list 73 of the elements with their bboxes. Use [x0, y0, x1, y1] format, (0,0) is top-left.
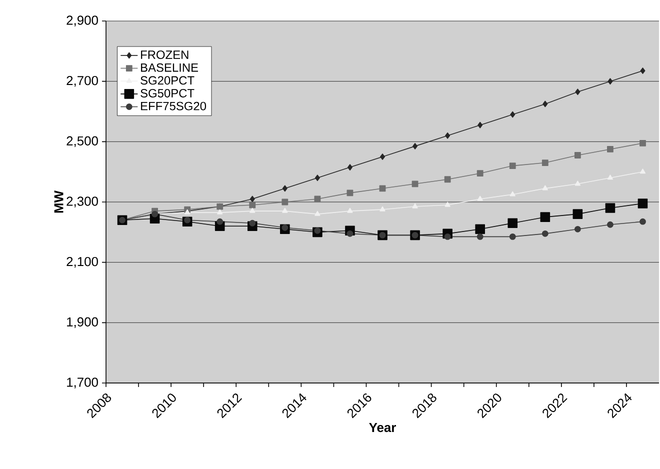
point — [509, 162, 516, 169]
point — [508, 218, 518, 228]
point — [572, 209, 583, 219]
point — [314, 210, 320, 216]
x-axis-title: Year — [369, 423, 396, 432]
point — [380, 206, 386, 212]
point — [249, 220, 256, 226]
point — [608, 78, 613, 85]
point — [640, 218, 646, 225]
point — [380, 154, 386, 160]
point — [282, 224, 288, 231]
point — [346, 230, 354, 237]
point — [640, 168, 646, 174]
point — [574, 226, 581, 232]
point — [476, 170, 484, 177]
point — [282, 198, 288, 206]
y-tick-label: 2,300 — [66, 196, 98, 208]
point — [542, 230, 548, 237]
point — [510, 111, 516, 118]
point — [412, 180, 418, 188]
point — [575, 88, 580, 96]
point — [445, 132, 450, 139]
point — [282, 208, 288, 213]
point — [542, 185, 548, 190]
point — [184, 216, 191, 224]
point — [638, 198, 648, 208]
y-tick-label: 1,700 — [67, 378, 98, 388]
point — [477, 196, 483, 201]
point — [412, 203, 418, 208]
point — [347, 164, 352, 171]
point — [574, 152, 581, 158]
point — [250, 208, 256, 213]
point — [412, 142, 418, 150]
point — [574, 180, 581, 186]
point — [444, 233, 451, 240]
point — [217, 209, 223, 214]
y-axis-title: MW — [54, 190, 64, 213]
point — [347, 208, 353, 213]
legend-label: EFF75SG20 — [141, 102, 206, 110]
point — [249, 202, 256, 208]
point — [509, 233, 516, 240]
point — [607, 174, 614, 180]
point — [250, 196, 255, 202]
point — [314, 196, 321, 202]
legend-label: BASELINE — [141, 63, 198, 72]
point — [475, 224, 485, 234]
legend-label: SG20PCT — [140, 76, 194, 85]
y-tick-label: 2,100 — [66, 256, 98, 268]
y-tick-label: 2,700 — [66, 76, 98, 87]
point — [282, 185, 288, 192]
point — [510, 191, 516, 196]
point — [216, 218, 224, 225]
point — [542, 100, 548, 108]
point — [542, 160, 548, 166]
point — [540, 212, 550, 222]
point — [314, 174, 320, 182]
y-tick-label: 1,900 — [67, 317, 98, 328]
point — [607, 146, 614, 152]
point — [444, 176, 451, 183]
point — [640, 68, 646, 74]
point — [640, 140, 646, 146]
point — [605, 203, 616, 213]
point — [476, 233, 484, 240]
point — [346, 190, 354, 196]
point — [478, 122, 483, 128]
point — [379, 185, 386, 192]
legend-label: FROZEN — [141, 50, 188, 59]
point — [444, 202, 450, 207]
legend-label: SG50PCT — [140, 89, 194, 98]
point — [607, 221, 614, 228]
y-tick-label: 2,500 — [66, 136, 98, 148]
point — [314, 227, 321, 234]
y-tick-label: 2,900 — [66, 16, 98, 26]
